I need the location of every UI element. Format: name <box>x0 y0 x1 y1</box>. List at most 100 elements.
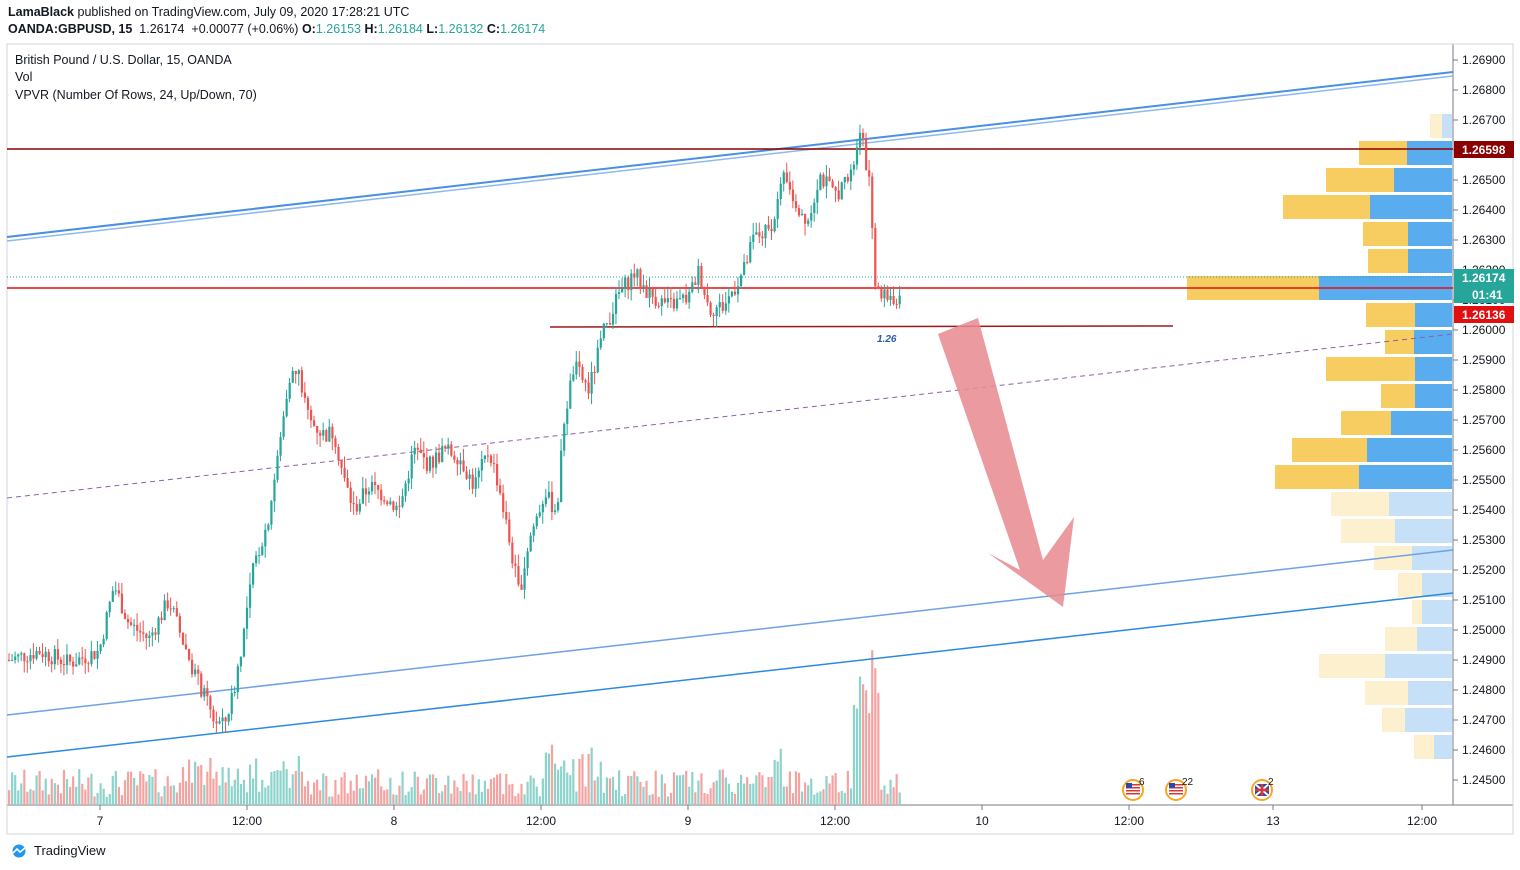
time-tick-label: 8 <box>391 814 398 828</box>
volume-bar <box>75 786 78 805</box>
candle-body <box>169 608 172 610</box>
volume-bar <box>886 793 889 805</box>
volume-bar <box>276 770 279 805</box>
us-flag-icon[interactable] <box>1165 779 1187 801</box>
publish-info: LamaBlack published on TradingView.com, … <box>8 5 409 19</box>
volume-bar <box>367 781 371 805</box>
volume-bar <box>416 776 419 805</box>
volume-bar <box>425 778 429 805</box>
candle-body <box>636 269 639 278</box>
candle-body <box>279 437 282 456</box>
volume-bar <box>261 779 264 805</box>
candle-body <box>752 234 755 243</box>
level-1-26-line[interactable] <box>549 325 1174 328</box>
candle-body <box>163 600 166 621</box>
volume-bar <box>157 792 160 805</box>
candle-body <box>657 305 660 307</box>
volume-bar <box>181 767 185 805</box>
volume-bar <box>459 790 462 805</box>
candle-body <box>209 696 212 710</box>
volume-bar <box>602 792 605 805</box>
volume-bar <box>346 793 349 805</box>
candle-body <box>270 501 273 525</box>
vp-down-bar <box>1430 114 1442 138</box>
price-axis[interactable]: 1.269001.268001.267001.266001.265001.264… <box>1453 53 1506 787</box>
vp-down-bar <box>1283 195 1370 219</box>
volume-bar <box>166 776 169 805</box>
candle-body <box>313 420 316 426</box>
volume-bar <box>794 771 798 805</box>
volume-bar <box>639 781 642 805</box>
time-axis[interactable]: 7 12:00 8 12:00 9 12:00 10 12:00 13 12:00 <box>97 805 1438 828</box>
vp-down-bar <box>1385 627 1417 651</box>
lower-channel-line-1[interactable] <box>6 549 1454 716</box>
volume-bar <box>858 676 862 805</box>
volume-bar <box>114 770 117 805</box>
volume-bar <box>733 793 737 805</box>
volume-bar <box>825 776 828 805</box>
volume-bar <box>740 774 743 805</box>
candle-body <box>26 661 29 663</box>
volume-bar <box>11 772 14 805</box>
legend-vol[interactable]: Vol <box>15 70 33 84</box>
volume-bar <box>526 781 529 805</box>
volume-bar <box>407 791 410 805</box>
volume-bar <box>669 792 673 805</box>
candle-body <box>224 717 227 722</box>
legend-vpvr[interactable]: VPVR (Number Of Rows, 24, Up/Down, 70) <box>15 88 257 102</box>
economic-events[interactable]: 6 22 2 <box>1122 777 1274 801</box>
legend-title[interactable]: British Pound / U.S. Dollar, 15, OANDA <box>15 53 232 67</box>
candle-body <box>892 295 895 305</box>
candle-body <box>273 479 276 502</box>
volume-bar <box>831 775 834 805</box>
svg-text:01:41: 01:41 <box>1472 288 1503 302</box>
candle-body <box>535 516 538 527</box>
price-tick-label: 1.25400 <box>1462 503 1506 517</box>
candle-body <box>148 635 151 639</box>
candle-body <box>712 314 715 317</box>
lower-channel-line-2[interactable] <box>6 592 1454 758</box>
volume-bar <box>666 796 669 805</box>
volume-bar <box>544 752 547 805</box>
candle-body <box>288 382 291 399</box>
symbol-name[interactable]: OANDA:GBPUSD, 15 <box>8 22 133 36</box>
volume-bar <box>435 778 438 805</box>
volume-bar <box>65 779 69 805</box>
candle-body <box>111 591 114 602</box>
volume-bar <box>782 786 785 805</box>
candle-body <box>459 460 462 465</box>
candle-body <box>688 291 691 303</box>
volume-bar <box>35 775 38 805</box>
volume-bar <box>62 769 66 805</box>
dashed-trend-line[interactable] <box>6 333 1454 499</box>
volume-bar <box>355 774 358 805</box>
volume-bar <box>608 778 612 805</box>
candle-body <box>8 660 11 661</box>
volume-bar <box>111 775 114 805</box>
candle-body <box>221 717 224 722</box>
tradingview-branding[interactable]: TradingView <box>8 843 106 858</box>
volume-bar <box>17 790 20 805</box>
volume-bar <box>672 772 676 805</box>
volume-bar <box>499 773 502 805</box>
volume-bar <box>325 776 328 805</box>
low-label: L: <box>426 22 439 36</box>
uk-flag-icon[interactable] <box>1251 779 1273 801</box>
volume-bar <box>154 769 157 805</box>
volume-bar <box>374 777 377 805</box>
volume-bar <box>764 787 767 805</box>
down-arrow[interactable] <box>938 318 1074 607</box>
volume-bar <box>447 775 450 805</box>
us-flag-icon[interactable] <box>1122 779 1144 801</box>
vp-up-bar <box>1407 141 1452 165</box>
candle-body <box>718 302 721 308</box>
volume-bar <box>224 782 227 805</box>
volume-bar <box>285 769 288 805</box>
volume-bar <box>306 780 310 805</box>
candle-body <box>541 503 544 513</box>
time-tick-label: 12:00 <box>1407 814 1437 828</box>
vp-up-bar <box>1395 519 1452 543</box>
author-name[interactable]: LamaBlack <box>8 5 75 19</box>
upper-channel-line[interactable] <box>6 71 1454 238</box>
